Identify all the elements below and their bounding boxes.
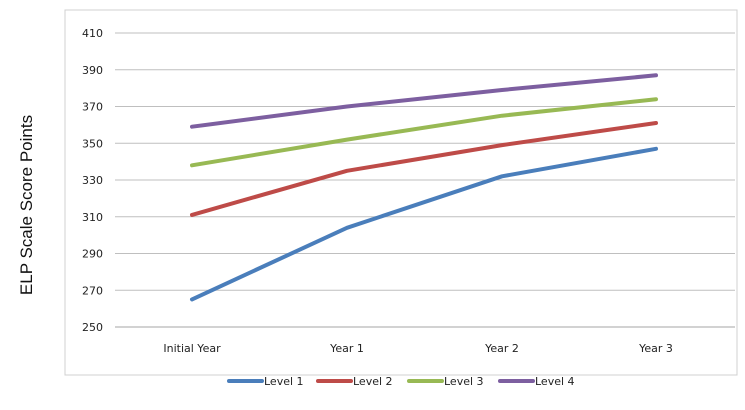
y-tick-label: 270	[82, 284, 103, 297]
series-line-level-3	[190, 97, 658, 168]
y-axis-title: ELP Scale Score Points	[17, 115, 36, 295]
plot-frame	[64, 9, 738, 376]
legend-label: Level 1	[264, 375, 304, 388]
series-lines	[190, 73, 658, 302]
x-tick-label: Initial Year	[163, 342, 221, 355]
legend-label: Level 3	[444, 375, 484, 388]
y-tick-label: 370	[82, 101, 103, 114]
series-line-level-2	[190, 121, 658, 217]
y-tick-label: 310	[82, 211, 103, 224]
series-line-level-1	[190, 146, 658, 302]
y-tick-label: 330	[82, 174, 103, 187]
y-tick-label: 390	[82, 64, 103, 77]
y-tick-label: 410	[82, 27, 103, 40]
x-tick-label: Year 1	[329, 342, 364, 355]
y-tick-label: 250	[82, 321, 103, 334]
gridlines	[115, 32, 735, 328]
legend-label: Level 4	[535, 375, 575, 388]
x-tick-label: Year 3	[638, 342, 673, 355]
legend-label: Level 2	[353, 375, 393, 388]
y-tick-labels: 250 270 290 310 330 350 370 390 410	[82, 27, 103, 334]
y-tick-label: 350	[82, 137, 103, 150]
y-tick-label: 290	[82, 248, 103, 261]
x-tick-label: Year 2	[484, 342, 519, 355]
series-line-level-4	[190, 73, 658, 129]
legend: Level 1 Level 2 Level 3 Level 4	[227, 375, 575, 388]
x-tick-labels: Initial Year Year 1 Year 2 Year 3	[163, 342, 673, 355]
